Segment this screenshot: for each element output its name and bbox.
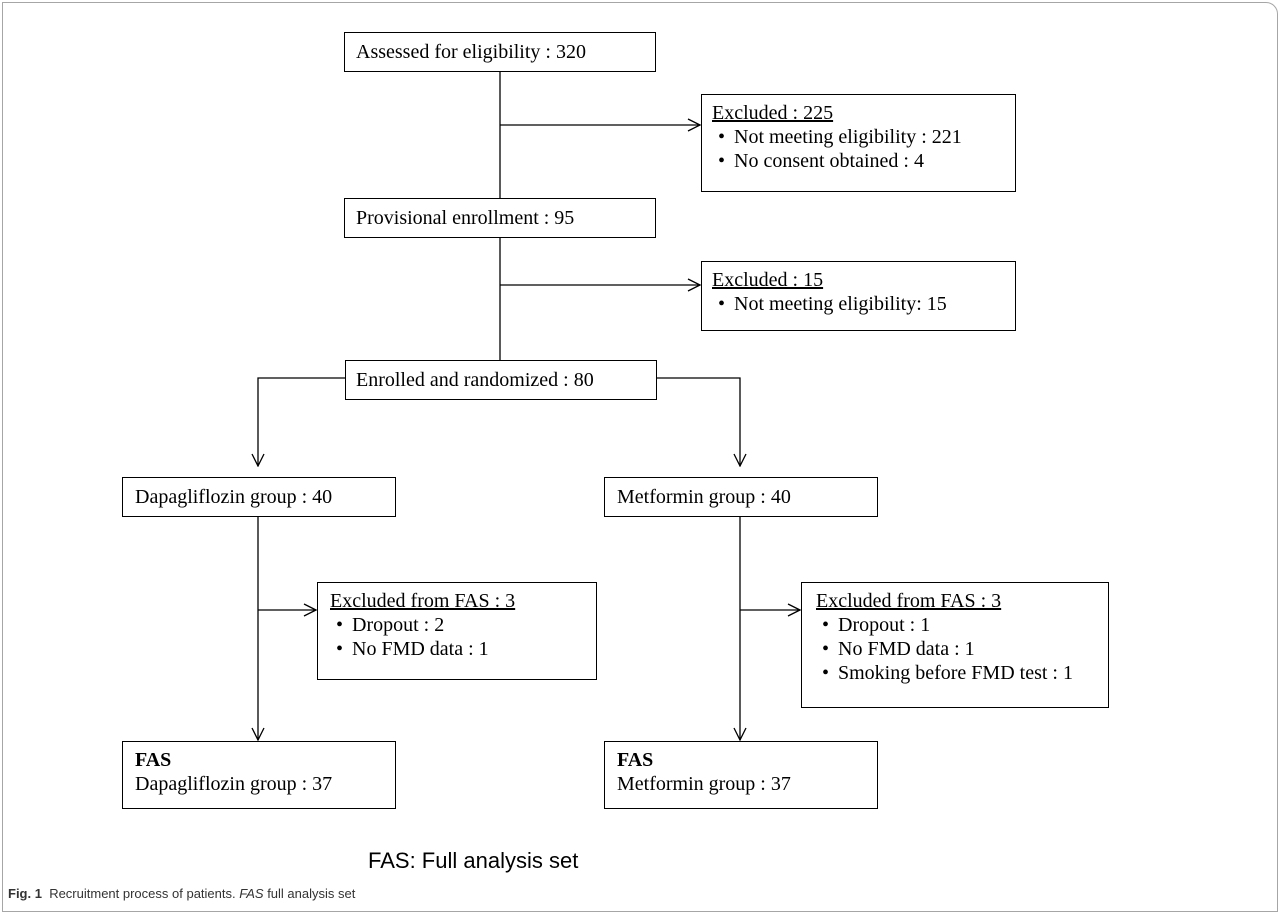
metformin-fas-box: FAS Metformin group : 37 [604,741,878,809]
dapagliflozin-excluded-item: Dropout : 2 [330,613,596,637]
metformin-excluded-item: Smoking before FMD test : 1 [816,661,1108,685]
dapagliflozin-excluded-box: Excluded from FAS : 3 Dropout : 2 No FMD… [317,582,597,680]
metformin-excluded-item: Dropout : 1 [816,613,1108,637]
dapagliflozin-fas-heading: FAS [135,749,172,771]
caption-text-after: full analysis set [267,886,356,901]
provisional-box: Provisional enrollment : 95 [344,198,656,238]
abbreviation-note: FAS: Full analysis set [368,848,579,873]
excluded2-title: Excluded : 15 [712,269,824,291]
dapagliflozin-group-label: Dapagliflozin group : 40 [135,486,333,508]
arrow-to-dapa-group [258,377,345,466]
dapagliflozin-group-box: Dapagliflozin group : 40 [122,477,396,517]
assessed-label: Assessed for eligibility : 320 [356,41,586,63]
excluded1-title: Excluded : 225 [712,102,834,124]
metformin-group-label: Metformin group : 40 [617,486,791,508]
caption-abbreviation: FAS [239,886,264,901]
metformin-excluded-item: No FMD data : 1 [816,637,1108,661]
excluded2-item: Not meeting eligibility: 15 [712,292,1015,316]
assessed-box: Assessed for eligibility : 320 [344,32,656,72]
figure-label: Fig. 1 [8,886,42,901]
metformin-excluded-title: Excluded from FAS : 3 [816,590,1002,612]
figure-caption: Fig. 1 Recruitment process of patients. … [8,886,355,901]
provisional-label: Provisional enrollment : 95 [356,207,575,229]
metformin-fas-heading: FAS [617,749,654,771]
arrow-to-met-group [657,377,740,466]
excluded1-box: Excluded : 225 Not meeting eligibility :… [701,94,1016,192]
excluded1-item: Not meeting eligibility : 221 [712,125,1015,149]
dapagliflozin-fas-box: FAS Dapagliflozin group : 37 [122,741,396,809]
caption-text: Recruitment process of patients. [49,886,236,901]
excluded2-box: Excluded : 15 Not meeting eligibility: 1… [701,261,1016,331]
metformin-fas-label: Metformin group : 37 [617,773,791,795]
excluded1-item: No consent obtained : 4 [712,149,1015,173]
randomized-label: Enrolled and randomized : 80 [356,369,594,391]
metformin-group-box: Metformin group : 40 [604,477,878,517]
dapagliflozin-fas-label: Dapagliflozin group : 37 [135,773,333,795]
randomized-box: Enrolled and randomized : 80 [345,360,657,400]
dapagliflozin-excluded-item: No FMD data : 1 [330,637,596,661]
dapagliflozin-excluded-title: Excluded from FAS : 3 [330,590,516,612]
metformin-excluded-box: Excluded from FAS : 3 Dropout : 1 No FMD… [801,582,1109,708]
